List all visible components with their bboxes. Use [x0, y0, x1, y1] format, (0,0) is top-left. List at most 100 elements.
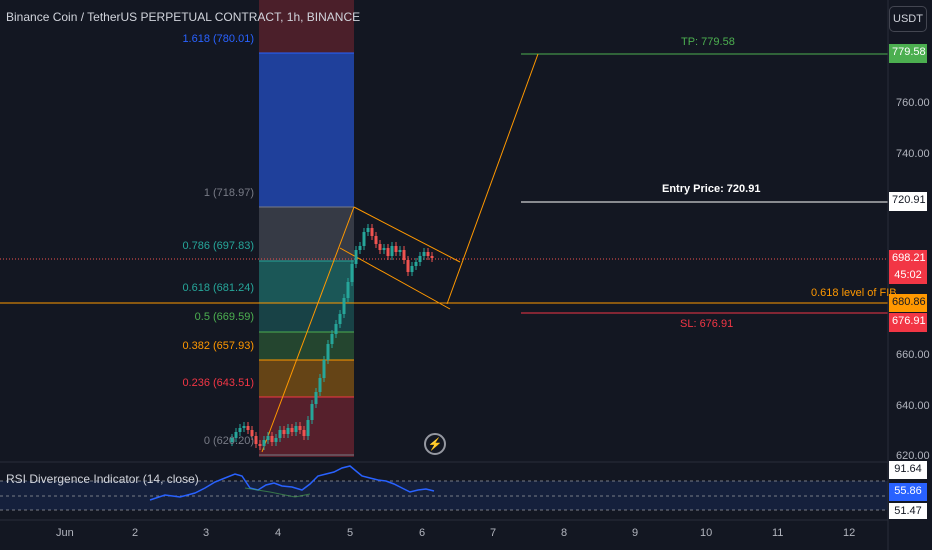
channel-upper-line — [353, 206, 461, 263]
sl-label: SL: 676.91 — [680, 318, 734, 330]
candle-body — [306, 420, 310, 436]
time-tick: 2 — [132, 527, 139, 539]
candle-body — [366, 228, 370, 232]
price-tick: 760.00 — [896, 97, 930, 109]
fib-price-tag: 680.86 — [889, 294, 927, 312]
candle-body — [270, 436, 274, 442]
candle-body — [286, 428, 290, 434]
candle-body — [350, 264, 354, 282]
channel-lower-line — [339, 247, 451, 310]
candle-body — [422, 252, 426, 256]
candle-body — [378, 244, 382, 250]
candle-body — [310, 404, 314, 420]
fib-label-0: 0 (620.20) — [203, 435, 254, 447]
candle-body — [282, 430, 286, 434]
candle-body — [430, 256, 434, 258]
candle-body — [338, 314, 342, 324]
rsi-current-tag: 55.86 — [889, 483, 927, 501]
candle-body — [254, 436, 258, 444]
candle-body — [302, 430, 306, 436]
time-tick: 11 — [772, 527, 784, 539]
candle-body — [278, 430, 282, 438]
rsi-pane — [0, 461, 888, 511]
candle-body — [322, 360, 326, 378]
candle-body — [370, 228, 374, 236]
candle-body — [294, 426, 298, 432]
fib-label-0618: 0.618 (681.24) — [182, 282, 254, 294]
candle-body — [406, 260, 410, 272]
candle-body — [314, 392, 318, 404]
candle-body — [410, 266, 414, 272]
candle-body — [330, 334, 334, 344]
candle-body — [250, 430, 254, 436]
candle-body — [334, 324, 338, 334]
candle-body — [290, 428, 294, 432]
countdown-tag: 45:02 — [889, 267, 927, 284]
entry-price-tag: 720.91 — [889, 192, 927, 211]
price-tick: 660.00 — [896, 349, 930, 361]
candle-body — [386, 248, 390, 256]
candle-body — [382, 248, 386, 250]
projection-line — [446, 53, 539, 305]
candle-body — [414, 262, 418, 266]
current-price-tag: 698.21 — [889, 250, 927, 267]
time-tick: 3 — [203, 527, 210, 539]
rsi-lower-tag: 51.47 — [889, 503, 927, 519]
candle-body — [358, 246, 362, 250]
tp-label: TP: 779.58 — [681, 36, 735, 48]
candle-body — [238, 428, 242, 432]
time-tick: 5 — [347, 527, 354, 539]
rsi-title: RSI Divergence Indicator (14, close) — [6, 472, 199, 486]
candle-body — [402, 250, 406, 260]
candle-body — [354, 250, 358, 264]
candle-body — [394, 246, 398, 252]
fib-line-label: 0.618 level of FIB — [811, 287, 897, 299]
time-tick: 9 — [632, 527, 639, 539]
price-tick: 640.00 — [896, 400, 930, 412]
candlesticks — [230, 224, 434, 450]
fib-retracement[interactable] — [259, 0, 354, 457]
candle-body — [374, 236, 378, 244]
time-tick: 4 — [275, 527, 282, 539]
fib-label-0382: 0.382 (657.93) — [182, 340, 254, 352]
currency-button[interactable]: USDT — [889, 6, 927, 32]
time-tick: Jun — [56, 527, 74, 539]
rsi-line — [149, 465, 435, 501]
fib-label-0236: 0.236 (643.51) — [182, 377, 254, 389]
candle-body — [266, 436, 270, 440]
candle-body — [230, 438, 234, 442]
price-tick: 620.00 — [896, 450, 930, 462]
entry-label: Entry Price: 720.91 — [662, 183, 761, 195]
candle-body — [298, 426, 302, 430]
fib-label-1618: 1.618 (780.01) — [182, 33, 254, 45]
time-tick: 10 — [700, 527, 713, 539]
candle-body — [274, 438, 278, 442]
candle-body — [242, 426, 246, 428]
candle-body — [318, 378, 322, 392]
candle-body — [362, 232, 366, 246]
fib-label-05: 0.5 (669.59) — [194, 311, 254, 323]
time-tick: 7 — [490, 527, 497, 539]
sl-price-tag: 676.91 — [889, 313, 927, 332]
candle-body — [234, 432, 238, 438]
tp-price-tag: 779.58 — [889, 44, 927, 63]
time-tick: 6 — [419, 527, 426, 539]
chart-title: Binance Coin / TetherUS PERPETUAL CONTRA… — [6, 10, 361, 24]
price-tick: 740.00 — [896, 148, 930, 160]
candle-body — [258, 444, 262, 446]
candle-body — [426, 252, 430, 256]
fib-label-1: 1 (718.97) — [203, 187, 254, 199]
candle-body — [326, 344, 330, 360]
flash-icon[interactable]: ⚡ — [424, 433, 446, 455]
trend-line — [261, 206, 355, 453]
candle-body — [390, 246, 394, 256]
rsi-upper-tag: 91.64 — [889, 461, 927, 479]
candle-body — [262, 440, 266, 446]
fib-label-0786: 0.786 (697.83) — [182, 240, 254, 252]
time-tick: 12 — [843, 527, 856, 539]
candle-body — [246, 426, 250, 430]
candle-body — [342, 298, 346, 314]
candle-body — [398, 250, 402, 252]
candle-body — [346, 282, 350, 298]
